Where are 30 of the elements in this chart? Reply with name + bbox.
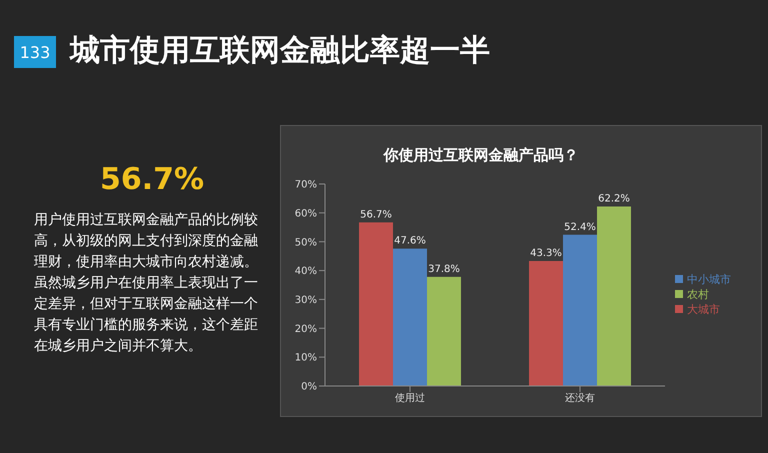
data-label: 47.6% [394,236,426,247]
y-tick-label: 30% [294,294,317,306]
text: 用户使用过互联网金融产品的比例较高，从初级的网上支付到深度的金融理财，使用率由大城市向农村递减。虽然城乡用户在使用率上表现出了一定差异，但对于互联网金融这样一个具有专业门槛的服务来说，这个差距在城乡用户之间并不算大。 [34,211,259,356]
x-tick-label: 使用过 [395,392,425,404]
bar [529,261,563,386]
chart-title: 城市使用互联网金融比率超一半 [70,32,490,70]
legend-label: 大城市 [687,302,720,316]
bar [563,234,597,386]
y-tick-label: 40% [294,266,317,278]
y-tick-label: 10% [294,352,317,364]
text: 133 [14,36,56,68]
data-label: 37.8% [428,264,460,275]
y-tick-label: 0% [301,382,317,393]
bar [393,248,427,386]
data-label: 56.7% [360,209,392,220]
data-label: 52.4% [564,222,596,233]
text: 56.7% [100,162,204,197]
data-label: 62.2% [598,194,630,205]
legend-label: 农村 [687,288,709,300]
bar [597,206,631,386]
y-tick-label: 70% [294,180,317,191]
legend-label: 中小城市 [687,272,731,286]
chart-subtitle: 你使用过互联网金融产品吗？ [382,146,580,165]
bar [427,276,461,386]
y-tick-label: 60% [294,208,317,220]
data-label: 43.3% [530,248,562,260]
bar [359,222,393,386]
y-tick-label: 50% [294,237,317,248]
x-tick-label: 还没有 [565,392,595,404]
y-tick-label: 20% [294,324,317,335]
